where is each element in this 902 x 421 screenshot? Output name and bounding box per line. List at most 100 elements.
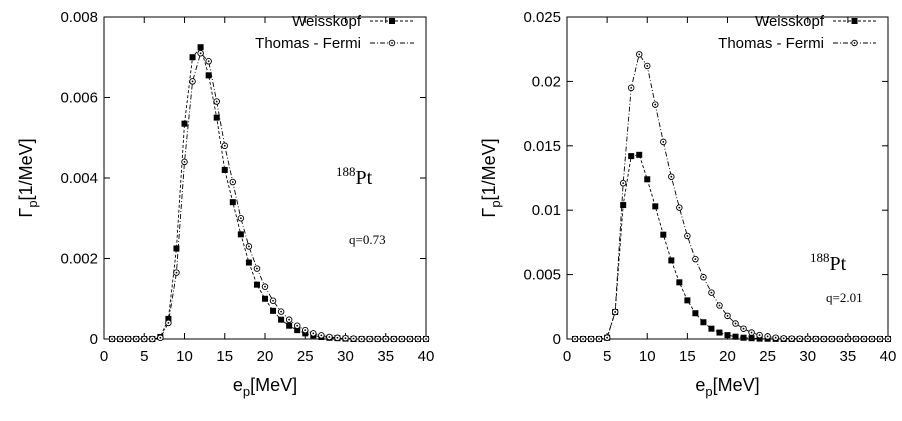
y-axis-label-unit: [1/MeV]	[16, 138, 36, 200]
data-point-weisskopf	[181, 120, 188, 127]
y-tick-label: 0.02	[532, 73, 561, 90]
legend-marker-circle-dot	[391, 42, 393, 44]
nucleus-annotation: 188Pt	[810, 250, 847, 275]
x-axis-label-main: e	[695, 375, 705, 395]
data-point-weisskopf	[620, 202, 627, 209]
data-point-weisskopf	[253, 281, 260, 288]
data-point-thomas-fermi-dot	[199, 52, 202, 55]
data-point-thomas-fermi-dot	[344, 337, 347, 340]
x-axis-label-unit: [MeV]	[250, 375, 297, 395]
data-point-weisskopf	[652, 203, 659, 210]
data-point-thomas-fermi-dot	[312, 332, 315, 335]
data-point-weisskopf	[270, 307, 277, 314]
data-point-thomas-fermi-dot	[574, 338, 576, 340]
x-tick-label: 10	[639, 348, 656, 365]
y-tick-label: 0	[90, 331, 98, 348]
data-point-thomas-fermi-dot	[159, 336, 162, 339]
data-point-thomas-fermi-dot	[686, 235, 689, 237]
data-point-thomas-fermi-dot	[790, 337, 793, 340]
y-tick-label: 0.002	[60, 251, 98, 268]
data-point-weisskopf	[245, 259, 252, 266]
data-point-weisskopf	[724, 332, 731, 339]
data-point-weisskopf	[197, 44, 204, 51]
data-point-thomas-fermi-dot	[392, 338, 395, 340]
data-point-thomas-fermi-dot	[409, 338, 411, 340]
x-tick-label: 5	[140, 348, 148, 365]
data-point-weisskopf	[756, 335, 763, 342]
y-tick-label: 0.004	[60, 170, 98, 187]
data-point-weisskopf	[644, 176, 651, 183]
legend-label: Weisskopf	[755, 13, 825, 30]
y-axis-label: Γp[1/MeV]	[16, 138, 40, 217]
data-point-thomas-fermi-dot	[320, 334, 323, 337]
data-point-thomas-fermi-dot	[710, 291, 713, 294]
x-tick-label: 20	[719, 348, 736, 365]
data-point-weisskopf	[668, 257, 675, 264]
data-point-weisskopf	[165, 315, 172, 322]
data-point-weisskopf	[205, 72, 212, 79]
data-point-thomas-fermi-dot	[400, 338, 403, 340]
data-point-thomas-fermi-dot	[384, 338, 387, 340]
x-axis-label-unit: [MeV]	[713, 375, 760, 395]
y-tick-label: 0.005	[523, 267, 561, 284]
y-tick-label: 0.008	[60, 9, 98, 26]
legend-marker-square	[851, 18, 858, 24]
data-point-weisskopf	[700, 319, 707, 326]
right-chart-panel: 0 5 10 15 20 25 30 35 40 0 0.005 0.01 0.015 0.02 0.025…	[479, 9, 896, 399]
y-axis-label-sub: p	[488, 200, 503, 207]
data-point-weisskopf	[708, 325, 715, 332]
data-point-thomas-fermi-dot	[758, 334, 761, 337]
data-point-thomas-fermi-dot	[417, 338, 419, 340]
data-point-thomas-fermi-dot	[742, 327, 745, 330]
data-point-thomas-fermi-dot	[734, 322, 737, 325]
data-point-thomas-fermi-dot	[280, 310, 282, 313]
data-point-thomas-fermi-dot	[425, 338, 427, 340]
y-axis-label-main: Γ	[479, 208, 499, 218]
data-point-thomas-fermi-dot	[614, 311, 617, 313]
data-point-weisskopf	[221, 166, 228, 173]
y-axis-label-main: Γ	[16, 208, 36, 218]
x-tick-label: 0	[563, 348, 571, 365]
series-line-weisskopf	[112, 46, 426, 340]
y-tick-label: 0	[553, 331, 561, 348]
data-point-weisskopf	[189, 54, 196, 61]
x-tick-label: 20	[257, 348, 274, 365]
y-axis-label-sub: p	[25, 200, 40, 207]
x-axis-label: ep[MeV]	[233, 375, 297, 399]
data-point-thomas-fermi-dot	[191, 80, 194, 83]
x-tick-label: 30	[337, 348, 354, 365]
data-point-thomas-fermi-dot	[288, 318, 291, 321]
data-point-weisskopf	[262, 295, 268, 302]
x-tick-label: 25	[759, 348, 776, 365]
legend-label: Thomas - Fermi	[718, 35, 824, 52]
data-point-thomas-fermi-dot	[863, 338, 865, 340]
data-point-thomas-fermi-dot	[296, 324, 299, 327]
q-annotation: q=2.01	[826, 290, 863, 305]
data-point-thomas-fermi-dot	[111, 338, 113, 340]
data-point-thomas-fermi-dot	[352, 337, 355, 340]
nucleus-symbol: Pt	[830, 253, 847, 275]
data-point-thomas-fermi-dot	[822, 338, 825, 340]
data-point-thomas-fermi-dot	[846, 338, 849, 340]
data-point-thomas-fermi-dot	[798, 337, 801, 340]
data-point-thomas-fermi-dot	[304, 329, 307, 332]
data-point-thomas-fermi-dot	[167, 322, 170, 324]
data-point-thomas-fermi-dot	[702, 276, 705, 279]
data-point-thomas-fermi-dot	[622, 182, 625, 185]
data-point-weisskopf	[676, 279, 683, 286]
series-line-thomas-fermi	[575, 53, 888, 340]
data-point-weisskopf	[286, 322, 293, 329]
data-point-thomas-fermi-dot	[248, 245, 250, 248]
data-point-thomas-fermi-dot	[694, 258, 697, 261]
data-point-weisskopf	[732, 333, 739, 340]
x-axis-label: ep[MeV]	[695, 375, 759, 399]
data-point-thomas-fermi-dot	[360, 338, 363, 340]
x-tick-label: 5	[603, 348, 611, 365]
x-tick-label: 15	[216, 348, 233, 365]
data-point-thomas-fermi-dot	[119, 338, 121, 340]
x-tick-label: 40	[418, 348, 435, 365]
data-point-thomas-fermi-dot	[590, 338, 592, 340]
nucleus-symbol: Pt	[356, 167, 373, 189]
legend-label: Weisskopf	[292, 13, 362, 30]
x-tick-label: 0	[100, 348, 108, 365]
